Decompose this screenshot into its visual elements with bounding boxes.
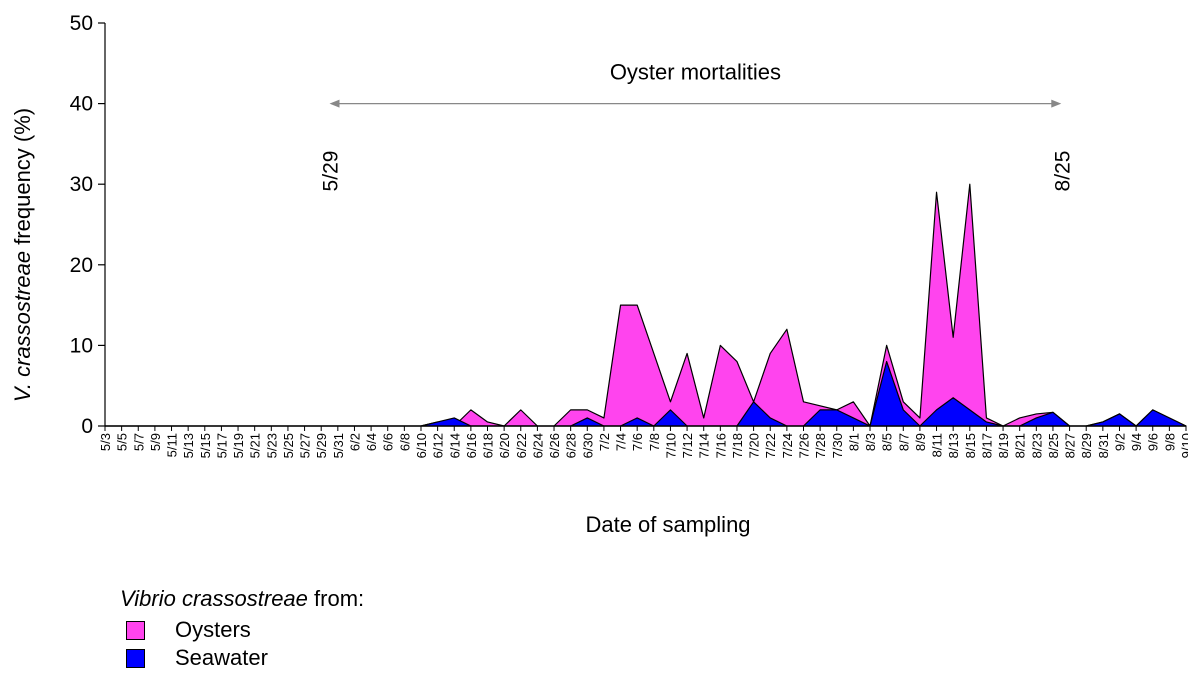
x-tick-label: 9/10: [1179, 433, 1188, 458]
x-tick-label: 6/4: [364, 433, 379, 451]
x-tick-label: 7/16: [713, 433, 728, 458]
x-tick-label: 7/18: [730, 433, 745, 458]
x-tick-label: 7/22: [763, 433, 778, 458]
x-tick-label: 5/5: [115, 433, 130, 451]
legend-label-seawater: Seawater: [175, 645, 268, 670]
x-tick-label: 6/18: [481, 433, 496, 458]
x-tick-label: 6/6: [381, 433, 396, 451]
x-tick-label: 8/11: [930, 433, 945, 457]
x-tick-label: 7/12: [680, 433, 695, 458]
x-tick-label: 9/4: [1129, 433, 1144, 451]
x-tick-label: 5/19: [231, 433, 246, 458]
y-tick-label: 0: [81, 415, 93, 438]
y-tick-label: 10: [70, 334, 93, 357]
mortality-label: Oyster mortalities: [610, 60, 781, 85]
x-tick-label: 7/20: [747, 433, 762, 458]
x-tick-label: 7/14: [697, 433, 712, 458]
x-tick-label: 9/6: [1146, 433, 1161, 451]
x-tick-label: 7/28: [813, 433, 828, 458]
x-tick-label: 8/27: [1063, 433, 1078, 458]
mortality-end-label: 8/25: [1051, 151, 1074, 192]
legend-swatch-oysters: [126, 620, 145, 640]
x-tick-label: 7/4: [614, 433, 629, 451]
x-tick-label: 5/11: [165, 433, 180, 457]
x-tick-label: 7/24: [780, 433, 795, 458]
x-tick-label: 6/2: [347, 433, 362, 451]
x-tick-label: 5/17: [214, 433, 229, 458]
legend-title-italic: Vibrio crassostreae: [120, 586, 308, 611]
y-tick-label: 20: [70, 254, 93, 277]
annotation: Oyster mortalities 5/29 8/25: [320, 60, 1075, 192]
legend-label-oysters: Oysters: [175, 617, 251, 642]
plot-areas: [104, 183, 1187, 427]
x-axis-label: Date of sampling: [585, 512, 750, 537]
x-tick-label: 7/2: [597, 433, 612, 451]
legend-title: Vibrio crassostreae from:: [120, 586, 364, 612]
legend-title-rest: from:: [307, 586, 365, 611]
y-axis-label-rest: frequency (%): [10, 108, 35, 251]
legend-swatch-seawater: [126, 648, 145, 668]
x-tick-label: 6/12: [431, 433, 446, 458]
x-tick-label: 8/17: [979, 433, 994, 458]
legend: Vibrio crassostreae from: Oysters Seawat…: [120, 586, 364, 672]
x-tick-label: 8/15: [963, 433, 978, 458]
legend-item-oysters: Oysters: [120, 616, 364, 644]
x-tick-label: 6/22: [514, 433, 529, 458]
x-tick-label: 8/13: [946, 433, 961, 458]
x-tick-label: 8/5: [880, 433, 895, 451]
x-tick-label: 6/28: [564, 433, 579, 458]
area-oysters: [104, 183, 1187, 427]
x-tick-label: 9/2: [1112, 433, 1127, 451]
x-tick-label: 5/27: [298, 433, 313, 458]
x-tick-label: 8/23: [1029, 433, 1044, 458]
x-tick-label: 8/7: [896, 433, 911, 451]
x-tick-label: 8/21: [1013, 433, 1028, 458]
x-tick-label: 9/8: [1162, 433, 1177, 451]
y-tick-label: 30: [70, 173, 93, 196]
x-tick-label: 8/19: [996, 433, 1011, 458]
y-tick-label: 40: [70, 93, 93, 116]
x-tick-label: 6/24: [530, 433, 545, 458]
x-tick-label: 8/9: [913, 433, 928, 451]
x-tick-label: 8/1: [846, 433, 861, 451]
x-tick-label: 6/30: [580, 433, 595, 458]
x-tick-label: 5/7: [131, 433, 146, 451]
x-tick-label: 6/10: [414, 433, 429, 458]
x-tick-label: 5/15: [198, 433, 213, 458]
x-tick-label: 6/8: [397, 433, 412, 451]
x-tick-label: 8/29: [1079, 433, 1094, 458]
x-tick-label: 5/29: [314, 433, 329, 458]
x-tick-label: 7/30: [830, 433, 845, 458]
x-tick-label: 7/26: [796, 433, 811, 458]
x-tick-label: 5/31: [331, 433, 346, 458]
x-tick-label: 8/25: [1046, 433, 1061, 458]
x-tick-label: 5/21: [248, 433, 263, 458]
x-tick-label: 8/3: [863, 433, 878, 451]
x-tick-label: 5/9: [148, 433, 163, 451]
x-tick-label: 6/20: [497, 433, 512, 458]
x-tick-label: 7/8: [647, 433, 662, 451]
y-axis-label-italic: V. crassostreae: [10, 251, 35, 402]
y-tick-label: 50: [70, 12, 93, 35]
x-tick-label: 7/10: [663, 433, 678, 458]
x-tick-label: 7/6: [630, 433, 645, 451]
legend-item-seawater: Seawater: [120, 644, 364, 672]
mortality-start-label: 5/29: [320, 151, 343, 192]
x-tick-label: 5/25: [281, 433, 296, 458]
x-tick-label: 6/16: [464, 433, 479, 458]
y-axis-label: V. crassostreae frequency (%): [10, 108, 35, 402]
mortality-arrow-head-right: [1051, 99, 1062, 108]
x-tick-label: 6/14: [447, 433, 462, 458]
mortality-arrow-head-left: [329, 99, 340, 108]
x-tick-label: 5/3: [98, 433, 113, 451]
x-tick-label: 5/13: [181, 433, 196, 458]
x-tick-label: 6/26: [547, 433, 562, 458]
x-tick-label: 8/31: [1096, 433, 1111, 458]
x-tick-label: 5/23: [264, 433, 279, 458]
